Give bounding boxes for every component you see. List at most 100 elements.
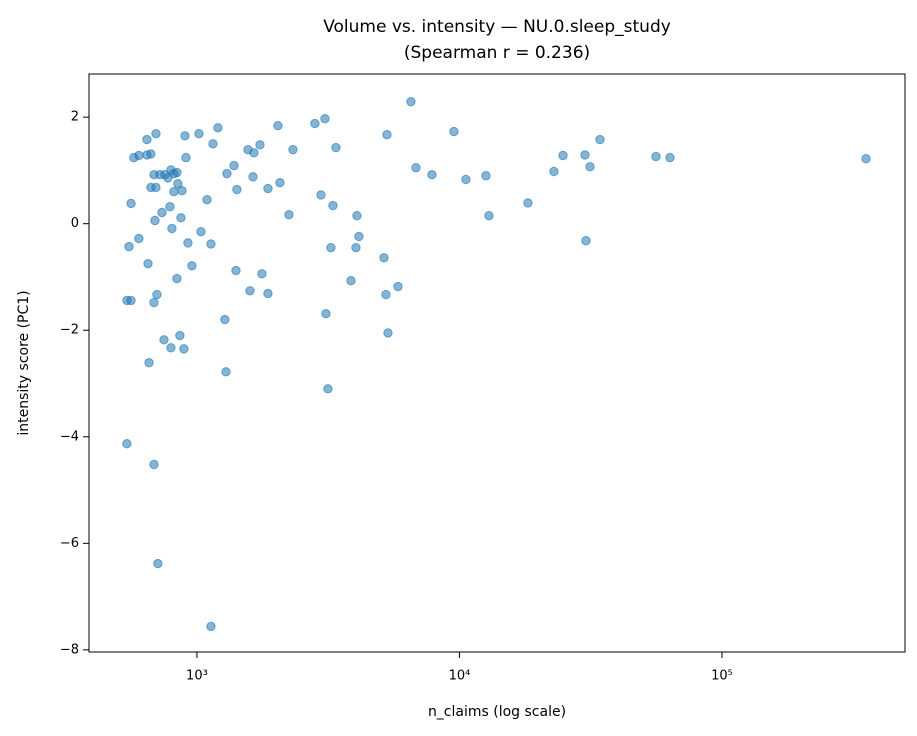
point xyxy=(382,130,392,140)
point xyxy=(861,154,871,164)
point xyxy=(124,241,134,252)
point xyxy=(149,459,159,470)
point xyxy=(122,439,132,449)
point xyxy=(665,152,675,163)
point xyxy=(284,209,294,220)
point xyxy=(172,167,182,178)
point xyxy=(449,126,459,137)
point xyxy=(351,242,361,253)
point xyxy=(176,213,186,223)
y-axis-label: intensity score (PC1) xyxy=(16,290,32,435)
point xyxy=(173,179,183,189)
point xyxy=(134,150,144,161)
point xyxy=(257,269,267,279)
point xyxy=(157,207,167,218)
x-axis-label: n_claims (log scale) xyxy=(428,704,566,720)
point xyxy=(159,335,169,345)
point xyxy=(558,150,568,161)
chart-subtitle: (Spearman r = 0.236) xyxy=(404,43,590,63)
y-tick-label: 0 xyxy=(71,216,79,231)
point xyxy=(142,134,152,145)
point xyxy=(150,215,160,226)
point xyxy=(151,182,161,193)
point xyxy=(595,134,605,145)
point xyxy=(183,238,193,248)
point xyxy=(249,148,259,158)
y-tick-label: −6 xyxy=(60,536,79,551)
point xyxy=(180,131,190,141)
point xyxy=(232,184,242,195)
point xyxy=(651,151,661,162)
point xyxy=(323,384,333,394)
point xyxy=(231,265,241,276)
point xyxy=(379,253,389,263)
point xyxy=(179,344,189,354)
point xyxy=(221,367,231,377)
point xyxy=(310,118,320,129)
point xyxy=(194,128,204,139)
point xyxy=(580,150,590,160)
point xyxy=(427,169,437,180)
point xyxy=(202,195,212,205)
point xyxy=(273,120,283,131)
point xyxy=(149,297,159,308)
point xyxy=(275,177,285,188)
point xyxy=(143,258,153,269)
point xyxy=(328,200,338,211)
point xyxy=(208,139,218,149)
point xyxy=(177,185,187,196)
point xyxy=(406,97,416,107)
point xyxy=(484,211,494,221)
point xyxy=(220,314,230,325)
y-tick-label: −4 xyxy=(60,429,79,444)
point xyxy=(196,226,206,237)
point xyxy=(126,295,136,306)
point xyxy=(151,128,161,139)
plot-frame xyxy=(88,73,906,653)
point xyxy=(172,273,182,284)
x-tick-label: 10³ xyxy=(186,669,208,684)
point xyxy=(523,198,533,208)
y-tick-label: −2 xyxy=(60,323,79,338)
point xyxy=(316,190,326,200)
point xyxy=(126,198,136,209)
point xyxy=(393,281,403,292)
point xyxy=(263,288,273,299)
point xyxy=(222,168,232,179)
point xyxy=(206,239,216,249)
point xyxy=(255,140,265,150)
point xyxy=(134,233,144,244)
point xyxy=(263,183,273,194)
point xyxy=(549,166,559,177)
point xyxy=(187,261,197,271)
point xyxy=(288,144,298,155)
point xyxy=(144,358,154,368)
chart-title: Volume vs. intensity — NU.0.sleep_study xyxy=(323,17,671,37)
point xyxy=(248,172,258,182)
point xyxy=(169,187,179,197)
point xyxy=(206,621,216,632)
y-tick-label: −8 xyxy=(60,642,79,657)
x-tick-label: 10⁴ xyxy=(449,669,471,684)
point xyxy=(481,171,491,181)
point xyxy=(354,231,364,242)
point xyxy=(321,309,331,319)
point xyxy=(166,343,176,353)
point xyxy=(326,242,336,253)
point xyxy=(181,152,191,163)
point xyxy=(346,275,356,286)
point xyxy=(581,236,591,246)
point xyxy=(461,174,471,185)
point xyxy=(381,289,391,300)
point xyxy=(331,142,341,153)
y-tick-label: 2 xyxy=(71,110,79,125)
point xyxy=(175,330,185,341)
point xyxy=(585,161,595,172)
point xyxy=(153,558,163,569)
point xyxy=(411,163,421,173)
point xyxy=(167,223,177,234)
point xyxy=(142,150,152,160)
point xyxy=(229,160,239,171)
point xyxy=(213,123,223,133)
